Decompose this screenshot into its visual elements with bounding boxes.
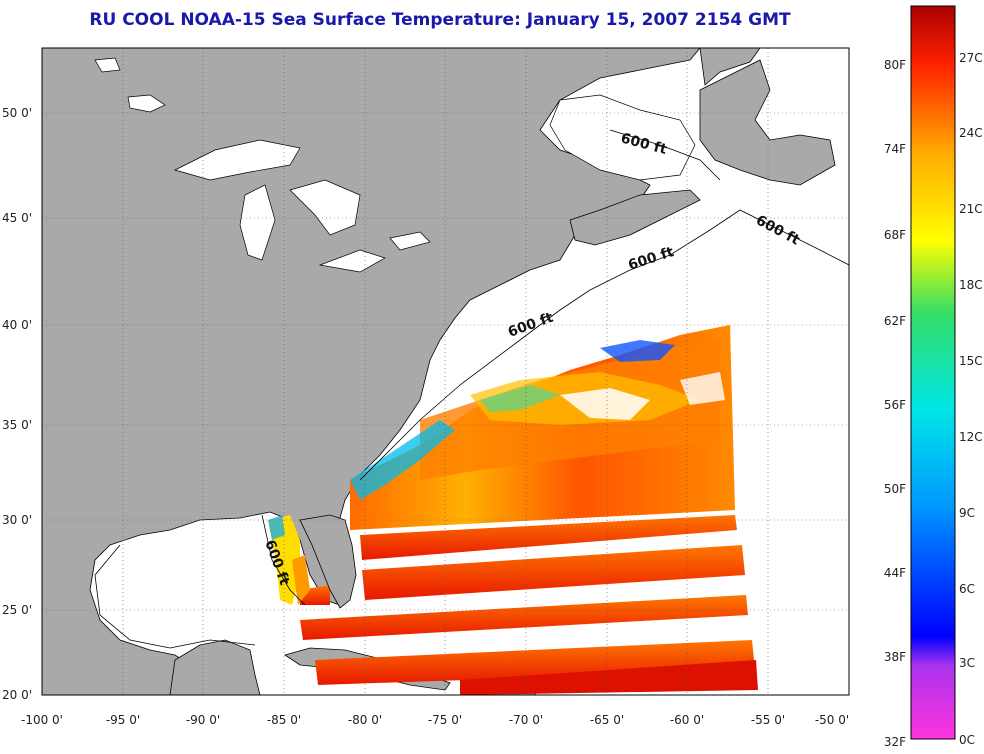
lon-tick-label: -55 0' [751,713,785,727]
colorbar-c-label: 18C [959,278,983,292]
lon-tick-label: -85 0' [267,713,301,727]
lon-tick-label: -90 0' [186,713,220,727]
colorbar-f-label: 62F [884,314,906,328]
lat-tick-label: 40 0' [2,318,32,332]
lat-tick-label: 30 0' [2,513,32,527]
colorbar-c-label: 27C [959,51,983,65]
colorbar-c-label: 24C [959,126,983,140]
yucatan-land [169,639,261,695]
colorbar-c-label: 9C [959,506,975,520]
lat-tick-label: 25 0' [2,603,32,617]
florida-land [299,514,357,609]
colorbar-f-label: 32F [884,735,906,749]
labrador-land [699,48,761,86]
nova-scotia-land [569,189,701,246]
colorbar-fahrenheit-labels: 80F 74F 68F 62F 56F 50F 44F 38F 32F [884,58,906,749]
lon-tick-label: -95 0' [106,713,140,727]
latitude-ticks: 50 0' 45 0' 40 0' 35 0' 30 0' 25 0' 20 0… [2,106,32,702]
colorbar-c-label: 3C [959,656,975,670]
lon-tick-label: -100 0' [21,713,63,727]
colorbar-f-label: 56F [884,398,906,412]
lat-tick-label: 50 0' [2,106,32,120]
colorbar-f-label: 44F [884,566,906,580]
newfoundland-land [699,59,836,186]
lon-tick-label: -60 0' [670,713,704,727]
lat-tick-label: 45 0' [2,211,32,225]
lon-tick-label: -75 0' [428,713,462,727]
longitude-ticks: -100 0' -95 0' -90 0' -85 0' -80 0' -75 … [21,713,849,727]
colorbar-c-label: 0C [959,733,975,747]
isobath-contours [94,129,849,649]
lon-tick-label: -65 0' [590,713,624,727]
colorbar-c-label: 12C [959,430,983,444]
grid-lines [42,48,849,695]
colorbar-c-label: 15C [959,354,983,368]
colorbar-celsius-labels: 27C 24C 21C 18C 15C 12C 9C 6C 3C 0C [959,51,983,747]
colorbar [910,5,956,740]
colorbar-f-label: 50F [884,482,906,496]
st-lawrence-gulf [549,94,696,181]
colorbar-f-label: 74F [884,142,906,156]
map-border [41,47,850,696]
lat-tick-label: 20 0' [2,688,32,702]
colorbar-f-label: 80F [884,58,906,72]
colorbar-c-label: 6C [959,582,975,596]
colorbar-f-label: 38F [884,650,906,664]
lon-tick-label: -80 0' [348,713,382,727]
colorbar-f-label: 68F [884,228,906,242]
great-lakes [94,57,431,273]
sst-swath [268,325,758,695]
lat-tick-label: 35 0' [2,418,32,432]
lon-tick-label: -50 0' [815,713,849,727]
lon-tick-label: -70 0' [509,713,543,727]
map-title: RU COOL NOAA-15 Sea Surface Temperature:… [89,10,791,30]
colorbar-c-label: 21C [959,202,983,216]
